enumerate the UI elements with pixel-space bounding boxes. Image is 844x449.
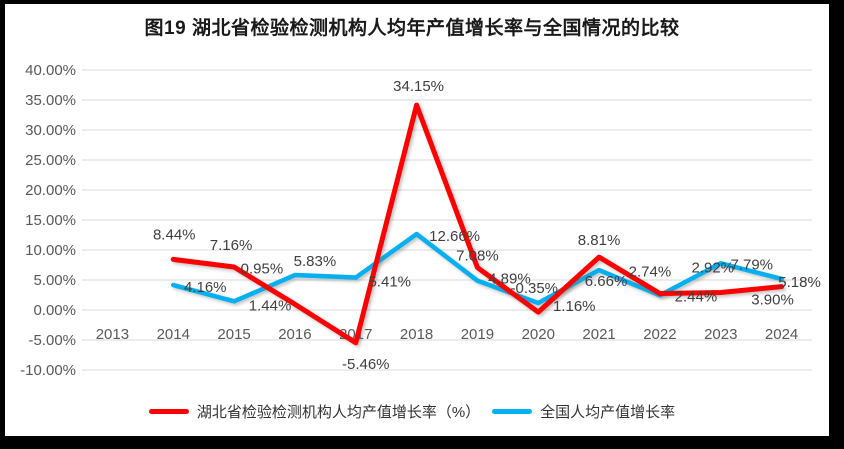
y-axis-tick-label: 10.00% xyxy=(25,242,76,259)
series-line-national xyxy=(171,231,784,306)
y-axis-tick-label: 30.00% xyxy=(25,122,76,139)
data-label-national: 5.18% xyxy=(778,274,821,291)
data-label-national: 7.79% xyxy=(730,256,773,273)
chart-title: 图19 湖北省检验检测机构人均年产值增长率与全国情况的比较 xyxy=(144,18,680,39)
frame-border-left xyxy=(0,0,5,449)
data-label-hubei: 34.15% xyxy=(393,78,444,95)
x-axis-tick-label: 2015 xyxy=(217,326,250,343)
chart-legend: 湖北省检验检测机构人均产值增长率（%） 全国人均产值增长率 xyxy=(0,399,824,423)
data-label-national: 1.44% xyxy=(249,297,292,314)
frame-border-right xyxy=(829,0,844,449)
data-label-national: 5.41% xyxy=(368,274,411,291)
data-label-national: 4.89% xyxy=(488,271,531,288)
legend-swatch-hubei xyxy=(148,408,189,414)
x-axis-tick-label: 2019 xyxy=(461,326,494,343)
data-label-hubei: 8.81% xyxy=(578,232,621,249)
legend-label-hubei: 湖北省检验检测机构人均产值增长率（%） xyxy=(196,403,481,421)
data-label-hubei: 8.44% xyxy=(153,226,196,243)
legend-item-national: 全国人均产值增长率 xyxy=(492,401,675,422)
x-axis-tick-label: 2024 xyxy=(765,326,798,343)
data-label-hubei: -5.46% xyxy=(342,356,390,373)
data-label-national: 1.16% xyxy=(553,298,596,315)
frame-border-top xyxy=(0,0,844,4)
x-axis-tick-label: 2016 xyxy=(278,326,311,343)
data-label-hubei: 2.74% xyxy=(629,264,672,281)
data-label-national: 2.44% xyxy=(675,288,718,305)
series-line-hubei xyxy=(170,102,785,346)
x-axis-tick-label: 2018 xyxy=(400,326,433,343)
y-axis-tick-label: 0.00% xyxy=(33,302,76,319)
legend-item-hubei: 湖北省检验检测机构人均产值增长率（%） xyxy=(148,401,481,422)
legend-swatch-national xyxy=(492,408,533,414)
x-axis-tick-label: 2013 xyxy=(96,326,129,343)
y-axis-tick-label: 5.00% xyxy=(33,272,76,289)
y-axis-tick-label: 25.00% xyxy=(25,152,76,169)
data-label-hubei: 3.90% xyxy=(751,292,794,309)
x-axis-tick-label: 2022 xyxy=(643,326,676,343)
x-axis-tick-label: 2023 xyxy=(704,326,737,343)
y-axis-tick-label: 20.00% xyxy=(25,182,76,199)
y-axis-tick-label: 35.00% xyxy=(25,92,76,109)
data-label-hubei: 7.08% xyxy=(456,248,499,265)
data-label-national: 6.66% xyxy=(585,273,628,290)
data-label-hubei: -0.35% xyxy=(510,280,558,297)
data-label-national: 12.66% xyxy=(429,228,480,245)
y-axis-tick-label: -5.00% xyxy=(28,332,76,349)
data-label-national: 5.83% xyxy=(294,253,337,270)
data-label-hubei: 2.92% xyxy=(691,259,734,276)
y-axis-tick-label: -10.00% xyxy=(20,362,76,379)
frame-border-bottom xyxy=(0,436,844,449)
x-axis-tick-label: 2020 xyxy=(522,326,555,343)
x-axis-tick-label: 2021 xyxy=(582,326,615,343)
y-axis-tick-label: 15.00% xyxy=(25,212,76,229)
x-axis-tick-label: 2014 xyxy=(157,326,190,343)
legend-label-national: 全国人均产值增长率 xyxy=(540,403,676,421)
y-axis-tick-label: 40.00% xyxy=(25,62,76,79)
data-label-hubei: 0.95% xyxy=(241,260,284,277)
data-label-national: 4.16% xyxy=(184,279,227,296)
data-label-hubei: 7.16% xyxy=(210,237,253,254)
